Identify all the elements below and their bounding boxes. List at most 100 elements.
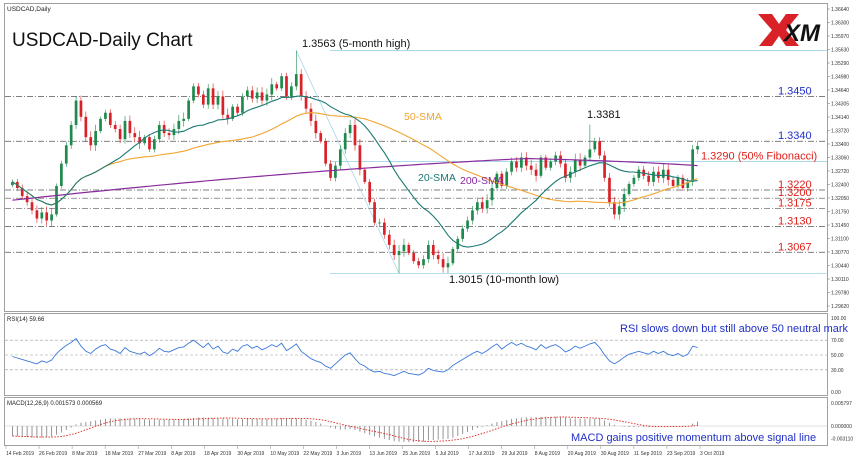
candle-body [148,137,151,150]
xm-logo: XM [758,14,821,47]
candle-body [270,84,274,95]
price-annotation: 1.3563 (5-month high) [302,38,410,50]
candle-body [167,133,171,136]
candle-body [578,159,582,166]
candle-body [657,171,660,178]
candle-body [309,108,313,121]
x-tick-label: 3 Oct 2019 [700,451,725,457]
candle-body [45,212,49,221]
candle-body [622,194,626,207]
level-label: 1.3290 (50% Fibonacci) [701,151,817,163]
price-annotation: 1.3015 (10-month low) [449,274,559,286]
candle-body [299,74,303,97]
candle-body [613,202,616,215]
x-tick-label: 26 Feb 2019 [39,451,67,457]
candle-body [378,222,381,224]
rsi-pane [4,313,828,396]
x-tick-label: 27 Mar 2019 [138,451,166,457]
candle-body [417,261,420,266]
price-tick-label: 1.36640 [831,7,849,13]
price-tick-label: 1.32400 [831,183,849,189]
rsi-comment: RSI slows down but still above 50 neutra… [620,323,849,335]
candle-body [353,124,357,146]
rsi-title: RSI(14) 59.66 [7,317,45,323]
x-tick-label: 11 Sep 2019 [634,451,662,457]
candle-body [368,181,372,203]
candle-body [324,141,327,164]
macd-comment: MACD gains positive momentum above signa… [571,432,816,444]
price-tick-label: 1.29780 [831,291,849,297]
candle-body [255,92,259,99]
candle-body [671,179,675,186]
candle-body [529,165,533,170]
rsi-tick-label: 50.00 [831,353,844,359]
candle-body [661,169,665,178]
level-label: 1.3220 [778,179,812,191]
candle-body [30,202,34,211]
candle-body [236,106,239,113]
price-tick-label: 1.36300 [831,21,849,27]
candle-body [221,96,225,115]
candle-body [617,206,621,215]
candle-body [412,253,416,262]
candle-body [471,210,474,221]
candle-body [505,171,509,186]
candle-body [485,200,489,209]
candle-body [387,234,391,245]
candle-body [397,251,401,256]
candle-body [524,157,528,166]
price-tick-label: 1.32720 [831,169,849,175]
candle-body [583,157,587,166]
x-tick-label: 29 Jul 2019 [502,451,528,457]
sma-label: 50-SMA [404,111,442,123]
x-tick-label: 23 Sep 2019 [667,451,696,457]
candle-body [573,159,577,172]
rsi-tick-label: 70.00 [831,338,844,344]
candle-body [696,146,699,150]
macd-signal-line [12,416,698,442]
symbol-label: USDCAD,Daily [7,6,51,13]
x-tick-label: 10 May 2019 [270,451,299,457]
candle-body [89,137,93,146]
candle-body [358,145,362,170]
candle-body [153,139,156,150]
price-tick-label: 1.31450 [831,223,849,229]
candle-body [666,169,670,180]
candle-body [319,133,323,142]
candle-body [510,161,513,172]
x-tick-label: 30 Aug 2019 [601,451,629,457]
candle-body [118,129,122,140]
candle-body [373,202,376,223]
candle-body [549,161,553,168]
candle-body [568,171,572,178]
candle-body [260,92,264,101]
candle-body [285,76,288,97]
x-tick-label: 22 May 2019 [303,451,332,457]
level-label: 1.3200 [778,187,812,199]
sma-20-line [12,95,698,248]
x-tick-label: 20 Aug 2019 [568,451,596,457]
candle-body [94,131,97,146]
candle-body [265,94,269,101]
candle-body [495,173,499,188]
rsi-line [12,338,698,377]
candle-body [338,149,342,166]
macd-title: MACD(12,26,9) 0.001573 0.000569 [7,401,103,407]
candle-body [231,106,235,119]
candle-body [69,124,73,146]
candle-body [632,177,636,184]
price-tick-label: 1.30110 [831,277,849,283]
candle-body [143,137,146,144]
candle-body [392,244,396,256]
macd-tick-label: 0.005797 [831,401,852,407]
macd-pane [4,397,828,446]
candle-body [402,244,406,252]
candle-body [79,100,83,117]
x-tick-label: 13 Jun 2019 [370,451,398,457]
price-tick-label: 1.34980 [831,75,849,81]
price-tick-label: 1.35290 [831,61,849,67]
candle-body [280,76,283,89]
candle-body [177,120,181,130]
candle-body [20,188,24,197]
